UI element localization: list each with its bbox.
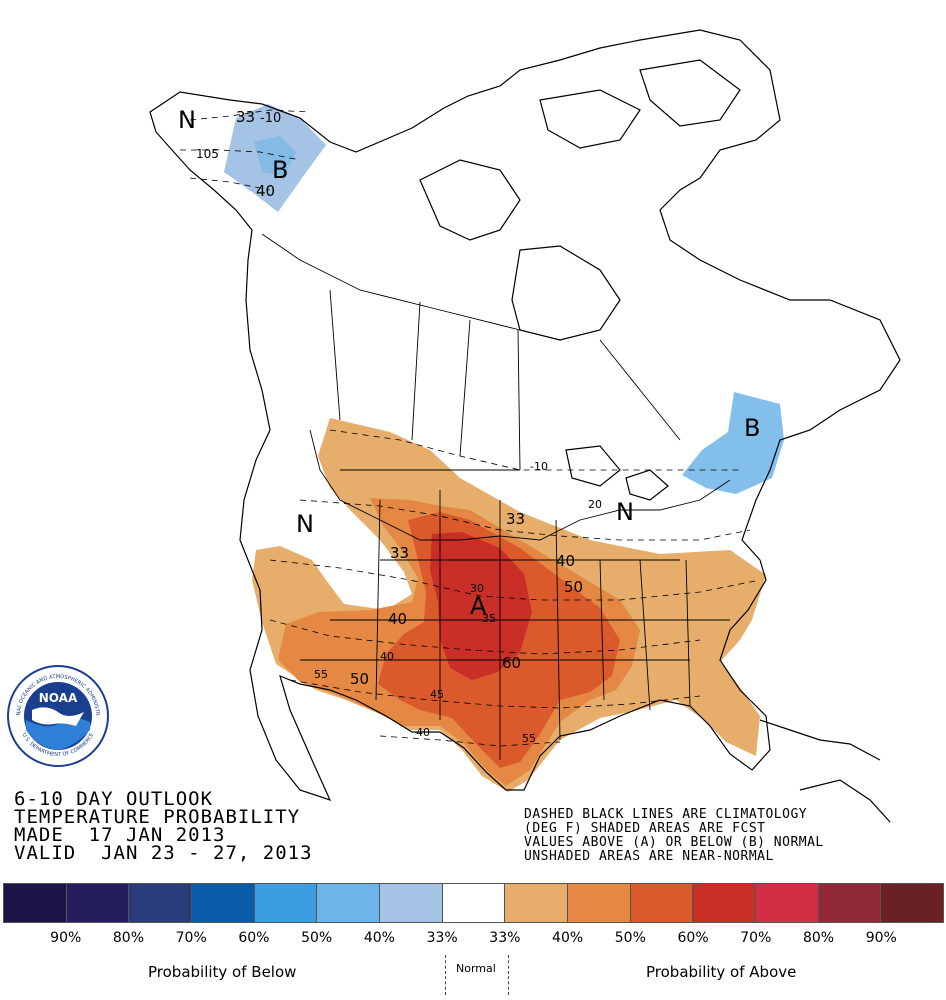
label-neg10-lakes: -10 bbox=[530, 460, 548, 473]
label-30: 30 bbox=[470, 582, 484, 595]
noaa-logo-text: NOAA bbox=[39, 691, 78, 705]
legend-color-bar bbox=[3, 883, 944, 923]
below-area-northeast bbox=[682, 392, 784, 494]
legend-tick-label: 60% bbox=[238, 930, 270, 946]
legend-swatch bbox=[380, 884, 443, 922]
note-line-4: UNSHADED AREAS ARE NEAR-NORMAL bbox=[524, 849, 774, 864]
legend-swatch bbox=[129, 884, 193, 922]
legend-below-label: Probability of Below bbox=[148, 963, 297, 981]
title-line-1: 6-10 DAY OUTLOOK bbox=[14, 788, 214, 810]
legend-tick-label: 90% bbox=[50, 930, 82, 946]
legend-tick-label: 80% bbox=[112, 930, 145, 946]
outlook-map: N B 33 -10 105 40 B N N A 33 33 40 40 40… bbox=[149, 29, 901, 823]
legend-tick-label: 90% bbox=[865, 930, 897, 946]
legend-tick-label: 33% bbox=[489, 930, 521, 946]
legend-swatch bbox=[317, 884, 381, 922]
political-boundaries bbox=[261, 233, 731, 760]
label-20: 20 bbox=[588, 498, 602, 511]
label-neg10-alaska: -10 bbox=[260, 111, 281, 126]
noaa-logo: NOAA NATIONAL OCEANIC AND ATMOSPHERIC AD… bbox=[6, 664, 109, 767]
title-line-2: TEMPERATURE PROBABILITY bbox=[14, 806, 301, 828]
legend-normal-label: Normal bbox=[456, 962, 496, 975]
label-33-b: 33 bbox=[506, 510, 525, 528]
legend-swatch bbox=[4, 884, 67, 922]
label-n-west: N bbox=[296, 510, 314, 538]
label-40-d: 40 bbox=[416, 726, 430, 739]
legend-swatch bbox=[568, 884, 631, 922]
label-33-a: 33 bbox=[390, 544, 409, 562]
shaded-areas bbox=[224, 104, 784, 792]
title-line-4: VALID JAN 23 - 27, 2013 bbox=[14, 842, 313, 864]
note-line-2: (DEG F) SHADED AREAS ARE FCST bbox=[524, 821, 766, 836]
map-labels: N B 33 -10 105 40 B N N A 33 33 40 40 40… bbox=[178, 106, 760, 745]
legend-swatch bbox=[192, 884, 255, 922]
label-40-b: 40 bbox=[556, 552, 575, 570]
label-50-a: 50 bbox=[564, 578, 583, 596]
above-area-70 bbox=[430, 532, 532, 680]
label-105-alaska: 105 bbox=[196, 147, 219, 161]
legend-swatch bbox=[66, 884, 130, 922]
note-line-1: DASHED BLACK LINES ARE CLIMATOLOGY bbox=[524, 807, 808, 822]
legend-tick-label: 33% bbox=[426, 930, 458, 946]
label-55-b: 55 bbox=[522, 732, 536, 745]
label-35: 35 bbox=[482, 612, 496, 625]
legend-tick-label: 50% bbox=[614, 930, 646, 946]
legend-tick-label: 40% bbox=[552, 930, 584, 946]
label-b-east: B bbox=[744, 414, 760, 442]
legend-tick-label: 40% bbox=[363, 930, 395, 946]
legend-normal-divider-right bbox=[508, 955, 509, 995]
label-60: 60 bbox=[502, 654, 521, 672]
label-n-lakes: N bbox=[616, 498, 634, 526]
label-45: 45 bbox=[430, 688, 444, 701]
legend-swatch bbox=[505, 884, 569, 922]
legend-tick-label: 50% bbox=[301, 930, 333, 946]
label-50-b: 50 bbox=[350, 670, 369, 688]
note-line-3: VALUES ABOVE (A) OR BELOW (B) NORMAL bbox=[524, 835, 824, 850]
label-n-alaska: N bbox=[178, 106, 196, 134]
label-40-a: 40 bbox=[388, 610, 407, 628]
label-33-alaska: 33 bbox=[236, 108, 255, 126]
coastlines bbox=[149, 29, 901, 823]
legend-swatch bbox=[254, 884, 318, 922]
legend-swatch bbox=[818, 884, 882, 922]
label-40-c: 40 bbox=[380, 650, 394, 663]
legend-swatch bbox=[881, 884, 944, 922]
legend-normal-divider-left bbox=[445, 955, 446, 995]
title-line-3: MADE 17 JAN 2013 bbox=[14, 824, 226, 846]
legend-swatch bbox=[442, 884, 506, 922]
below-area-alaska-core bbox=[254, 136, 296, 176]
legend-swatch bbox=[693, 884, 757, 922]
legend-above-label: Probability of Above bbox=[646, 963, 797, 981]
legend-tick-label: 60% bbox=[677, 930, 709, 946]
legend-tick-label: 70% bbox=[175, 930, 207, 946]
label-a-center: A bbox=[470, 592, 487, 620]
legend-swatch bbox=[756, 884, 819, 922]
legend-tick-label: 70% bbox=[740, 930, 772, 946]
legend-tick-label: 80% bbox=[802, 930, 835, 946]
label-40-alaska: 40 bbox=[256, 182, 275, 200]
climatology-lines bbox=[180, 109, 761, 747]
legend-swatch bbox=[630, 884, 694, 922]
label-b-alaska: B bbox=[272, 156, 288, 184]
label-55-a: 55 bbox=[314, 668, 328, 681]
